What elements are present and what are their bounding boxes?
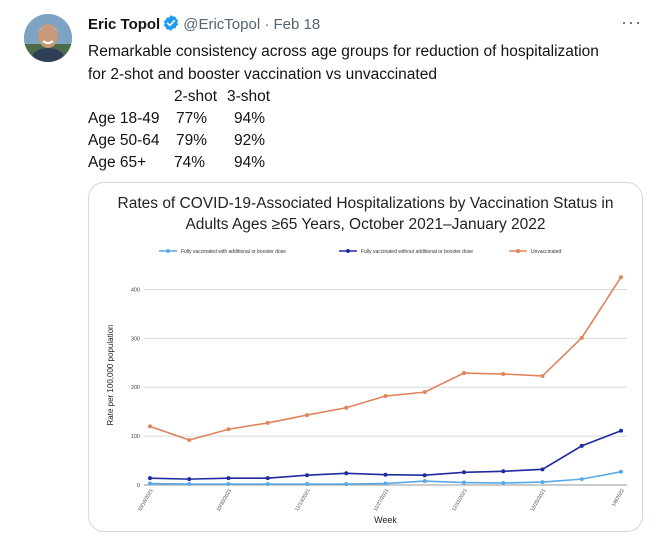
data-point [579,335,584,340]
data-point [305,482,309,487]
y-tick-label: 100 [131,434,140,440]
data-point [579,477,584,482]
chart-image-card[interactable]: Rates of COVID-19-Associated Hospitaliza… [88,182,643,532]
stats-age: Age 65+ [88,154,147,171]
legend-label: Fully vaccinated with additional or boos… [181,249,286,255]
legend-label: Fully vaccinated without additional or b… [361,249,473,255]
data-point [501,481,506,486]
stats-two-shot: 79% [176,132,208,149]
legend-marker [166,249,170,253]
stats-two-shot: 74% [174,154,206,171]
x-tick-label: 12/25/2021 [530,488,548,513]
legend-label: Unvaccinated [531,249,562,255]
data-point [422,473,427,478]
tweet-header: Eric Topol @EricTopol · Feb 18 [88,14,320,38]
data-point [148,476,152,481]
data-point [619,428,623,433]
chart-title-line: Rates of COVID-19-Associated Hospitaliza… [117,195,614,212]
y-axis-label: Rate per 100,000 population [106,325,115,426]
tweet-date[interactable]: Feb 18 [273,16,321,33]
data-point [226,427,231,432]
header-separator: · [264,16,270,33]
data-point [383,481,388,486]
stats-age: Age 18-49 [88,110,160,127]
more-options-icon[interactable]: ··· [621,12,642,32]
x-tick-label: 12/11/2021 [451,488,469,513]
data-point [540,373,545,378]
stats-three-shot: 94% [234,154,266,171]
data-point [305,413,309,418]
data-point [265,482,270,487]
data-point [501,372,506,377]
data-point [383,472,388,477]
x-tick-label: 11/13/2021 [294,488,312,513]
x-tick-label: 10/30/2021 [216,488,234,513]
tweet-text-line: for 2-shot and booster vaccination vs un… [88,66,437,83]
data-point [344,471,349,476]
data-point [540,480,545,485]
data-point [187,438,192,443]
chart-title: Rates of COVID-19-Associated Hospitaliza… [89,193,642,235]
data-point [187,477,192,482]
data-point [501,469,506,474]
x-tick-label: 11/27/2021 [373,488,391,513]
x-tick-label: 10/16/2021 [137,488,155,513]
stats-three-shot: 94% [234,110,266,127]
tweet-text-line: Remarkable consistency across age groups… [88,43,599,60]
series-line [149,276,622,441]
data-point [462,480,466,485]
data-point [305,473,309,478]
stats-two-shot: 77% [176,110,208,127]
data-point [619,275,623,280]
verified-badge-icon [162,14,180,38]
x-tick-label: 1/8/2022 [611,488,626,508]
y-tick-label: 200 [131,385,140,391]
data-point [579,443,584,448]
data-point [422,479,427,484]
series-line [149,429,622,480]
legend-marker [516,249,520,253]
line-chart: 0 100 200 300 400 Rate per 100,000 population… [106,249,627,525]
data-point [540,467,545,472]
data-point [265,476,270,481]
data-point [422,390,427,395]
y-tick-label: 400 [131,287,140,293]
data-point [383,394,388,399]
data-point [265,420,270,425]
data-point [187,482,192,487]
avatar-image [24,14,72,62]
stats-header: 3-shot [227,88,271,105]
data-point [344,482,349,487]
data-point [619,469,623,474]
author-name[interactable]: Eric Topol [88,16,161,33]
data-point [226,476,231,481]
data-point [462,470,466,475]
y-tick-label: 300 [131,336,140,342]
data-point [226,482,231,487]
author-handle[interactable]: @EricTopol [183,16,261,33]
stats-age: Age 50-64 [88,132,160,149]
data-point [344,405,349,410]
stats-header: 2-shot [174,88,218,105]
data-point [462,371,466,376]
avatar[interactable] [24,14,72,62]
y-tick-label: 0 [137,483,140,489]
data-point [148,481,152,486]
stats-three-shot: 92% [234,132,266,149]
legend-marker [346,249,350,253]
x-axis-label: Week [374,515,397,525]
tweet-text: Remarkable consistency across age groups… [88,40,648,86]
data-point [148,424,152,429]
chart-title-line: Adults Ages ≥65 Years, October 2021–Janu… [185,216,546,233]
